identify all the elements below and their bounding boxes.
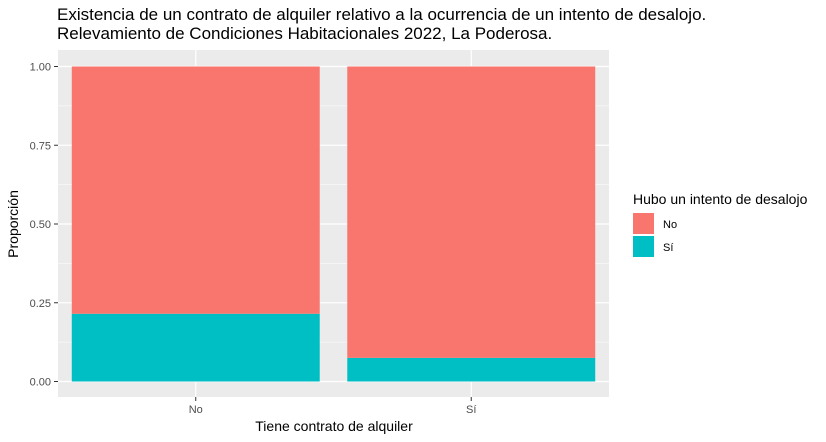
legend-key-No <box>633 213 654 234</box>
x-tick-label: No <box>189 404 203 416</box>
x-axis: No Sí <box>189 397 476 416</box>
y-axis-label: Proporción <box>5 190 21 258</box>
bars <box>71 66 596 382</box>
x-tick-label: Sí <box>466 404 476 416</box>
legend-label: No <box>663 219 677 231</box>
y-tick-label: 1.00 <box>30 62 51 74</box>
x-axis-label: Tiene contrato de alquiler <box>255 418 413 434</box>
legend-items: No Sí <box>633 213 677 257</box>
bar-segment-Sí-No <box>347 66 596 358</box>
chart-subtitle: Relevamiento de Condiciones Habitacional… <box>57 24 553 43</box>
legend-title: Hubo un intento de desalojo <box>633 191 808 207</box>
chart-title: Existencia de un contrato de alquiler re… <box>57 5 707 24</box>
bar-segment-No-No <box>71 66 320 314</box>
legend-key-Sí <box>633 236 654 257</box>
y-tick-label: 0.75 <box>30 140 51 152</box>
y-tick-label: 0.00 <box>30 377 51 389</box>
bar-segment-Sí-Sí <box>347 357 596 382</box>
bar-segment-No-Sí <box>71 313 320 382</box>
legend: Hubo un intento de desalojo No Sí <box>633 191 808 257</box>
y-tick-label: 0.50 <box>30 219 51 231</box>
y-tick-label: 0.25 <box>30 298 51 310</box>
legend-label: Sí <box>663 242 673 254</box>
y-axis: 0.00 0.25 0.50 0.75 1.00 <box>30 62 58 389</box>
